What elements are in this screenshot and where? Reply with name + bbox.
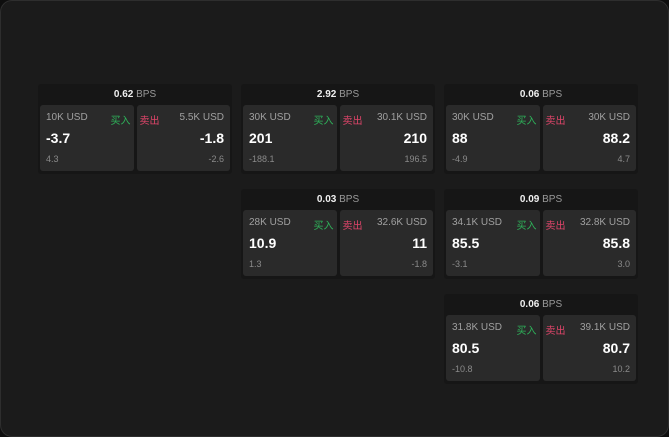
sell-label: 卖出 <box>342 221 363 232</box>
bid-price: 80.5 <box>452 340 480 356</box>
bid-change: -4.9 <box>452 154 468 164</box>
ask-price: 80.7 <box>602 340 630 356</box>
buy-label: 买入 <box>110 116 131 127</box>
ask-size: 32.8K USD <box>579 217 630 228</box>
sell-label: 卖出 <box>545 116 566 127</box>
quote-card: 2.92 BPS 30K USD 买入 201 -188.1 卖出 30.1K … <box>241 84 435 174</box>
quote-card: 0.09 BPS 34.1K USD 买入 85.5 -3.1 卖出 32.8K… <box>444 189 638 279</box>
ask-change: -1.8 <box>411 259 427 269</box>
spread-unit: BPS <box>542 299 563 310</box>
spread-header: 0.06 BPS <box>444 294 638 315</box>
ask-price: 11 <box>412 235 427 251</box>
spread-value: 0.62 <box>113 89 134 100</box>
spread-value: 0.09 <box>519 194 540 205</box>
buy-button[interactable]: 28K USD 买入 10.9 1.3 <box>243 210 337 276</box>
bid-change: -10.8 <box>452 364 473 374</box>
ask-change: 10.2 <box>612 364 630 374</box>
bid-size: 30K USD <box>452 112 494 123</box>
spread-header: 0.03 BPS <box>241 189 435 210</box>
sell-button[interactable]: 卖出 30K USD 88.2 4.7 <box>542 105 636 171</box>
sell-label: 卖出 <box>342 116 363 127</box>
quote-card: 0.06 BPS 30K USD 买入 88 -4.9 卖出 30K USD 8… <box>444 84 638 174</box>
ask-price: 210 <box>403 130 427 146</box>
buy-button[interactable]: 31.8K USD 买入 80.5 -10.8 <box>446 315 540 381</box>
bid-change: -3.1 <box>452 259 468 269</box>
bid-change: 1.3 <box>249 259 262 269</box>
ask-change: 3.0 <box>617 259 630 269</box>
spread-unit: BPS <box>542 89 563 100</box>
sell-button[interactable]: 卖出 30.1K USD 210 196.5 <box>339 105 433 171</box>
bid-price: -3.7 <box>46 130 71 146</box>
spread-header: 2.92 BPS <box>241 84 435 105</box>
quote-card: 0.03 BPS 28K USD 买入 10.9 1.3 卖出 32.6K US… <box>241 189 435 279</box>
bid-size: 31.8K USD <box>452 322 503 333</box>
spread-unit: BPS <box>339 194 360 205</box>
quote-card: 0.62 BPS 10K USD 买入 -3.7 4.3 卖出 5.5K USD… <box>38 84 232 174</box>
bid-size: 10K USD <box>46 112 88 123</box>
ask-size: 32.6K USD <box>376 217 427 228</box>
sell-label: 卖出 <box>545 221 566 232</box>
ask-change: 196.5 <box>404 154 427 164</box>
buy-label: 买入 <box>313 221 334 232</box>
buy-button[interactable]: 34.1K USD 买入 85.5 -3.1 <box>446 210 540 276</box>
bid-change: 4.3 <box>46 154 59 164</box>
buy-button[interactable]: 30K USD 买入 88 -4.9 <box>446 105 540 171</box>
spread-value: 2.92 <box>316 89 337 100</box>
buy-label: 买入 <box>516 326 537 337</box>
bid-price: 88 <box>452 130 468 146</box>
ask-price: 88.2 <box>602 130 630 146</box>
sell-button[interactable]: 卖出 32.8K USD 85.8 3.0 <box>542 210 636 276</box>
sell-label: 卖出 <box>139 116 160 127</box>
ask-size: 30.1K USD <box>376 112 427 123</box>
quote-card: 0.06 BPS 31.8K USD 买入 80.5 -10.8 卖出 39.1… <box>444 294 638 384</box>
bid-price: 201 <box>249 130 273 146</box>
ask-size: 39.1K USD <box>579 322 630 333</box>
bid-change: -188.1 <box>249 154 275 164</box>
buy-button[interactable]: 30K USD 买入 201 -188.1 <box>243 105 337 171</box>
spread-header: 0.06 BPS <box>444 84 638 105</box>
spread-value: 0.03 <box>316 194 337 205</box>
ask-change: -2.6 <box>208 154 224 164</box>
sell-button[interactable]: 卖出 39.1K USD 80.7 10.2 <box>542 315 636 381</box>
ask-size: 30K USD <box>588 112 630 123</box>
buy-label: 买入 <box>313 116 334 127</box>
spread-header: 0.62 BPS <box>38 84 232 105</box>
ask-size: 5.5K USD <box>179 112 224 123</box>
ask-change: 4.7 <box>617 154 630 164</box>
ask-price: 85.8 <box>602 235 630 251</box>
sell-button[interactable]: 卖出 5.5K USD -1.8 -2.6 <box>136 105 230 171</box>
bid-price: 10.9 <box>249 235 277 251</box>
spread-value: 0.06 <box>519 89 540 100</box>
buy-label: 买入 <box>516 116 537 127</box>
ask-price: -1.8 <box>199 130 224 146</box>
bid-size: 30K USD <box>249 112 291 123</box>
sell-label: 卖出 <box>545 326 566 337</box>
spread-header: 0.09 BPS <box>444 189 638 210</box>
spread-unit: BPS <box>339 89 360 100</box>
spread-unit: BPS <box>542 194 563 205</box>
buy-label: 买入 <box>516 221 537 232</box>
buy-button[interactable]: 10K USD 买入 -3.7 4.3 <box>40 105 134 171</box>
bid-size: 28K USD <box>249 217 291 228</box>
bid-size: 34.1K USD <box>452 217 503 228</box>
spread-value: 0.06 <box>519 299 540 310</box>
bid-price: 85.5 <box>452 235 480 251</box>
sell-button[interactable]: 卖出 32.6K USD 11 -1.8 <box>339 210 433 276</box>
spread-unit: BPS <box>136 89 157 100</box>
